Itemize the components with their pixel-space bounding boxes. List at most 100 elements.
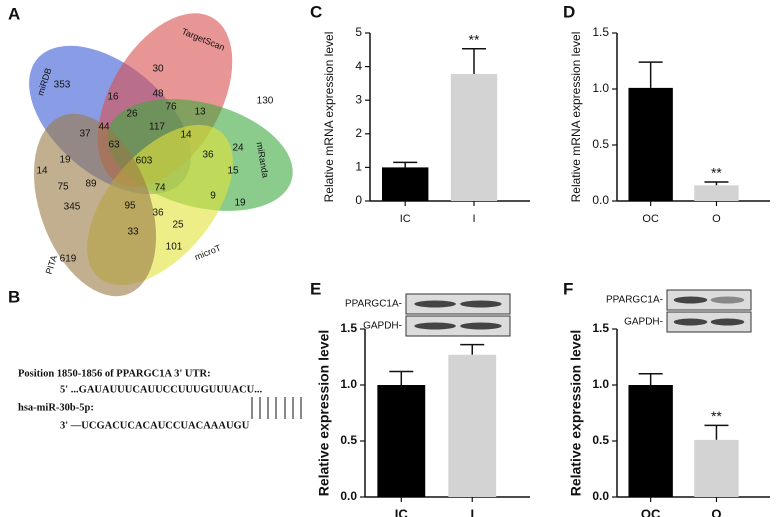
venn-count: 26 (126, 109, 138, 120)
significance-mark: ** (711, 408, 722, 424)
bar (694, 439, 739, 497)
venn-count: 63 (108, 140, 120, 151)
seq-position: Position 1850-1856 of PPARGC1A 3' UTR: (18, 368, 211, 379)
panel-label: F (563, 279, 573, 298)
panel-label: C (310, 2, 322, 21)
y-axis-label: Relative mRNA expression level (322, 32, 336, 203)
blot-band (414, 300, 456, 308)
x-tick-label: IC (395, 506, 409, 517)
bar-chart: 0.0 0.5 1.0 1.5 Relative expression level OC O… (568, 289, 770, 517)
venn-count: 345 (64, 202, 81, 213)
blot-label: GAPDH- (363, 321, 402, 332)
venn-count: 74 (154, 183, 166, 194)
blot-strip (405, 315, 511, 337)
y-tick-label: 0.5 (592, 433, 609, 447)
venn-count: 619 (60, 254, 77, 265)
bar (377, 385, 426, 497)
seq-mirna-label: hsa-miR-30b-5p: (18, 402, 94, 413)
y-tick-label: 1.0 (340, 377, 357, 391)
x-tick-label: I (470, 506, 474, 517)
y-axis-label: Relative mRNA expression level (569, 32, 583, 203)
venn-count: 19 (234, 198, 246, 209)
venn-count: 76 (165, 102, 177, 113)
bar (694, 185, 739, 201)
y-axis-label: Relative expression level (568, 330, 584, 497)
venn-count: 75 (57, 182, 69, 193)
blot-strip (666, 311, 752, 333)
y-tick-label: 0.0 (592, 489, 609, 503)
venn-count: 14 (36, 166, 48, 177)
venn-set-label: PITA (44, 254, 59, 275)
blot-band (673, 318, 708, 326)
significance-mark: ** (711, 165, 722, 181)
venn-count: 95 (124, 201, 136, 212)
y-tick-label: 2 (355, 126, 362, 140)
venn-count: 130 (257, 96, 274, 107)
sequence-alignment: Position 1850-1856 of PPARGC1A 3' UTR: 5… (18, 368, 302, 431)
blot-band (710, 318, 745, 326)
bar (450, 73, 498, 201)
blot-strip (405, 293, 511, 315)
venn-count: 33 (127, 227, 139, 238)
pairing-lines (251, 397, 302, 419)
venn-count: 117 (149, 122, 165, 133)
blot-label: PPARGC1A- (606, 295, 663, 306)
venn-count: 603 (136, 156, 153, 167)
venn-count: 15 (227, 166, 239, 177)
bar (382, 167, 429, 201)
y-tick-label: 1.0 (592, 377, 609, 391)
blot-band (460, 322, 502, 330)
panel-label: A (8, 4, 20, 23)
y-tick-label: 0.0 (340, 489, 357, 503)
bar-chart: 0.0 0.5 1.0 1.5 Relative expression level IC I… (316, 293, 530, 517)
y-tick-label: 1.5 (592, 321, 609, 335)
seq-mirna: 3' —UCGACUCACAUCCUACAAAUGU (60, 420, 250, 431)
x-tick-label: OC (641, 506, 661, 517)
venn-set-label: microT (193, 242, 223, 262)
panel-label: D (563, 2, 575, 21)
venn-count: 101 (166, 242, 183, 253)
bar (448, 354, 497, 497)
y-tick-label: 1.0 (592, 81, 609, 95)
y-tick-label: 0.0 (592, 193, 609, 207)
venn-diagram (29, 13, 293, 297)
blot-band (673, 296, 708, 304)
x-tick-label: OC (642, 213, 659, 225)
venn-count: 13 (194, 107, 206, 118)
bar-chart: 0.0 0.5 1.0 1.5 Relative mRNA expression lev… (569, 25, 770, 225)
venn-count: 9 (210, 191, 216, 202)
bar-chart: 0 1 2 3 4 5 Relative mRNA expression level IC I *… (322, 25, 530, 225)
bar (628, 385, 673, 497)
y-tick-label: 0.5 (340, 433, 357, 447)
venn-count: 19 (59, 155, 71, 166)
y-tick-label: 4 (355, 59, 362, 73)
bar (628, 87, 673, 201)
blot-band (414, 322, 456, 330)
x-tick-label: IC (400, 213, 411, 225)
blot-label: PPARGC1A- (345, 299, 402, 310)
seq-target: 5' ...GAUAUUUCAUUCCUUUGUUUACU... (60, 384, 262, 395)
venn-count: 353 (54, 80, 71, 91)
venn-count: 48 (152, 89, 164, 100)
y-tick-label: 1.5 (340, 321, 357, 335)
blot-strip (666, 289, 752, 311)
blot-band (710, 296, 745, 304)
y-tick-label: 0 (355, 193, 362, 207)
blot-label: GAPDH- (624, 317, 663, 328)
y-tick-label: 5 (355, 25, 362, 39)
blot-band (460, 300, 502, 308)
y-tick-label: 1.5 (592, 25, 609, 39)
x-tick-label: O (711, 506, 721, 517)
venn-set-pita (33, 113, 157, 297)
venn-count: 36 (152, 208, 164, 219)
y-axis-label: Relative expression level (316, 330, 332, 497)
venn-count: 44 (98, 122, 110, 133)
venn-count: 24 (232, 143, 244, 154)
y-tick-label: 3 (355, 92, 362, 106)
y-tick-label: 1 (355, 160, 362, 174)
venn-count: 14 (180, 130, 192, 141)
panel-label: B (8, 287, 20, 306)
venn-count: 30 (152, 64, 164, 75)
x-tick-label: O (712, 213, 721, 225)
